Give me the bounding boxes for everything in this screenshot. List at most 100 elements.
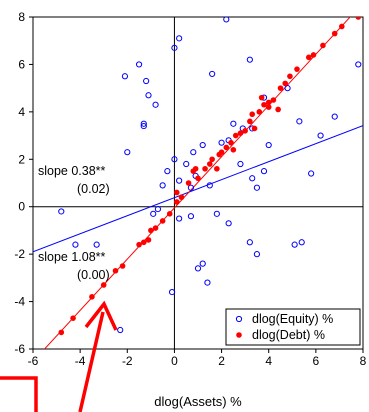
callout-arrow-head — [84, 300, 118, 331]
debt-point — [209, 156, 215, 163]
debt-point — [173, 199, 180, 205]
debt-point — [251, 125, 258, 132]
debt-point — [305, 54, 312, 61]
debt-point — [310, 52, 317, 58]
debt-point — [247, 118, 253, 125]
equity-point — [265, 141, 272, 149]
debt-point — [338, 23, 345, 30]
equity-point — [145, 92, 152, 99]
debt-point — [270, 97, 277, 103]
equity-point — [58, 208, 65, 215]
equity-point — [135, 61, 143, 68]
equity-point — [171, 44, 178, 51]
y-tick-label: 0 — [18, 200, 25, 214]
equity-point — [168, 288, 176, 296]
debt-point — [223, 144, 230, 151]
equity-point — [296, 118, 303, 125]
equity-point — [317, 132, 324, 139]
debt-point — [145, 237, 152, 243]
debt-point — [331, 30, 338, 37]
debt-point — [228, 139, 234, 146]
debt-point — [230, 147, 237, 153]
debt-point — [287, 73, 293, 80]
equity-point — [143, 77, 150, 85]
equity-point — [249, 175, 256, 182]
equity-point — [121, 73, 129, 80]
equity-point — [159, 182, 166, 189]
legend: dlog(Equity) % dlog(Debt) % — [225, 308, 361, 346]
debt-point — [185, 180, 192, 186]
equity-point — [308, 170, 315, 177]
equity-point — [199, 141, 206, 149]
equity-point — [209, 70, 216, 78]
debt-point — [320, 42, 326, 49]
x-tick-label: 0 — [171, 354, 178, 368]
equity-point — [253, 184, 261, 191]
equity-point — [246, 239, 253, 246]
debt-point — [237, 130, 244, 136]
y-tick-label: 2 — [18, 152, 25, 166]
equity-point — [176, 35, 183, 42]
debt-point — [265, 99, 272, 106]
equity-point — [183, 160, 190, 168]
equity-point — [140, 122, 147, 130]
debt-point — [173, 189, 180, 196]
debt-point — [192, 165, 199, 172]
red-callout-overlay — [0, 300, 118, 412]
debt-point — [178, 194, 185, 201]
debt-fit-line — [43, 17, 351, 349]
equity-point — [150, 210, 157, 217]
debt-point — [249, 111, 256, 118]
x-tick-label: -6 — [28, 354, 39, 368]
x-tick-label: 8 — [360, 354, 367, 368]
legend-box — [225, 308, 361, 346]
debt-point — [294, 66, 300, 72]
equity-point — [331, 113, 338, 120]
equity-point — [355, 61, 362, 68]
equity-point — [206, 182, 213, 189]
legend-debt-marker — [236, 332, 242, 338]
x-tick-label: 2 — [218, 354, 225, 368]
equity-point — [225, 220, 232, 227]
equity-point — [260, 168, 268, 175]
legend-equity-marker — [235, 315, 243, 323]
equity-point — [117, 326, 124, 334]
debt-point — [166, 211, 173, 217]
equity-point — [187, 184, 195, 191]
y-tick-label: 4 — [18, 105, 25, 119]
data-points — [58, 17, 362, 336]
x-tick-label: 4 — [265, 354, 272, 368]
debt-point — [355, 17, 362, 20]
debt-point — [232, 132, 239, 139]
debt-point — [136, 241, 142, 248]
equity-point — [171, 156, 178, 163]
equity-point — [190, 149, 197, 156]
equity-slope-annotation: slope 0.38** — [38, 164, 106, 178]
x-axis-ticks: -6 -4 -2 0 2 4 6 8 — [28, 349, 367, 368]
debt-point — [256, 109, 263, 115]
equity-point — [284, 85, 291, 92]
equity-point — [204, 279, 211, 286]
debt-point — [282, 80, 289, 87]
debt-point — [277, 85, 284, 91]
equity-point — [154, 205, 162, 213]
debt-point — [89, 294, 95, 300]
x-tick-label: -4 — [75, 354, 86, 368]
debt-point — [216, 151, 223, 158]
debt-point — [214, 165, 220, 172]
debt-point — [258, 94, 265, 101]
debt-point — [148, 227, 154, 234]
debt-point — [70, 315, 76, 321]
equity-point — [237, 160, 244, 168]
equity-point — [164, 168, 171, 175]
equity-point — [152, 101, 159, 108]
callout-box — [0, 376, 38, 412]
equity-point — [187, 213, 195, 220]
debt-point — [112, 267, 119, 274]
equity-point — [246, 56, 253, 63]
equity-point — [199, 260, 206, 267]
callout-arrow-shaft — [78, 311, 105, 412]
debt-point — [195, 175, 201, 182]
debt-point — [202, 165, 208, 172]
